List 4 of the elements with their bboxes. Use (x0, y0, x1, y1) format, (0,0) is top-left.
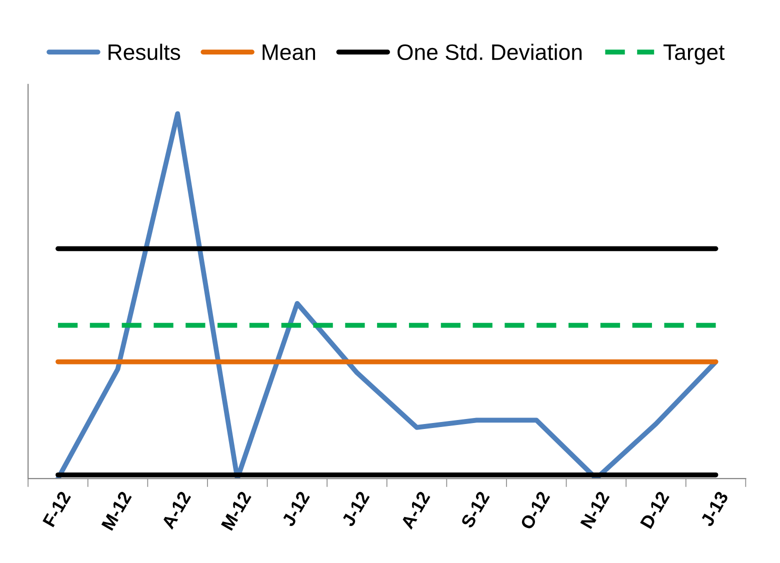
legend-label: Target (663, 44, 725, 64)
legend-label: Results (108, 44, 180, 60)
legend-label: One Std. Deviation (398, 44, 582, 60)
legend-label: Mean (262, 44, 316, 60)
